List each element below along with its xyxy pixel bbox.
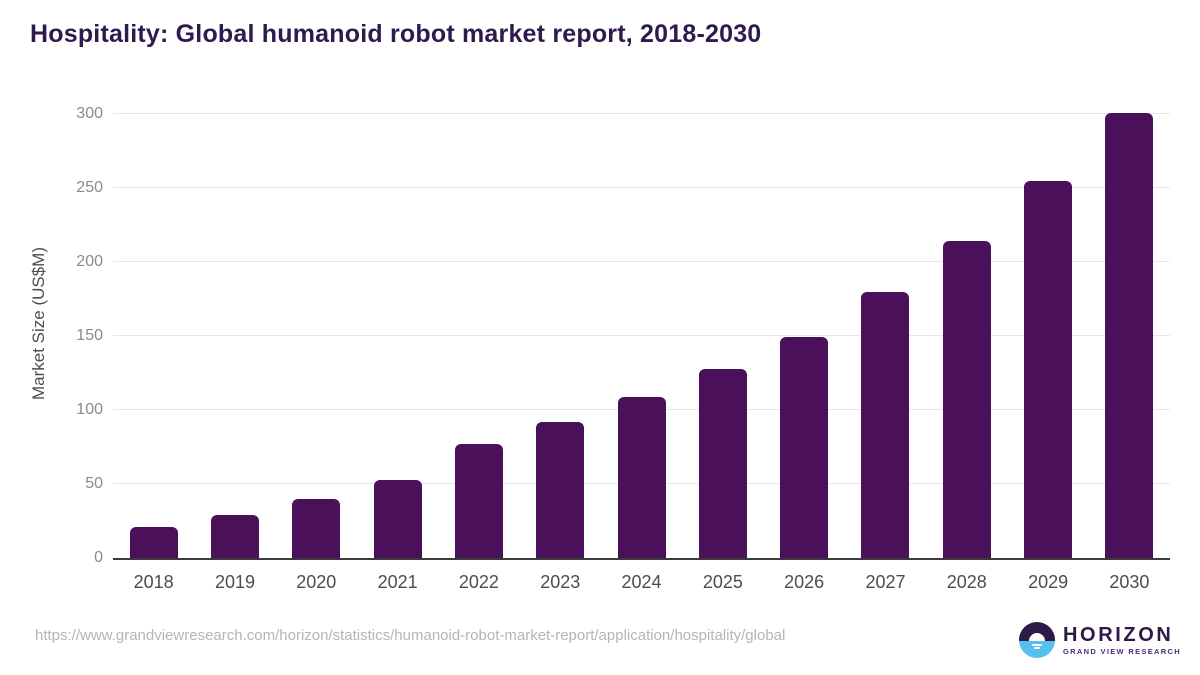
bar-2021 [373, 479, 422, 558]
bar-2023 [536, 421, 585, 558]
x-tick-label: 2026 [784, 572, 825, 592]
bar-2018 [129, 526, 178, 558]
reflection-line [1032, 643, 1042, 646]
y-tick-label: 100 [76, 401, 103, 418]
bar-2024 [617, 396, 666, 558]
bar-2030 [1105, 112, 1154, 558]
bar-slot [845, 90, 926, 558]
y-axis-title: Market Size (US$M) [28, 90, 50, 558]
bar-slot [1007, 90, 1088, 558]
bar-slot [601, 90, 682, 558]
y-tick-label: 0 [94, 549, 103, 566]
x-axis-labels: 2018 2019 2020 2021 2022 2023 2024 2025 2026 2027… [113, 572, 1170, 593]
x-tick-label: 2028 [946, 572, 987, 592]
bar-slot [276, 90, 357, 558]
bar-2025 [698, 368, 747, 558]
sunrise-horizon-icon [1019, 622, 1055, 658]
sun-glyph [1029, 633, 1045, 641]
bar-slot [113, 90, 194, 558]
bar-slot [357, 90, 438, 558]
bar-2022 [454, 444, 503, 558]
x-tick-label: 2024 [621, 572, 662, 592]
bar-slot [1089, 90, 1170, 558]
bar-series [113, 90, 1170, 558]
y-tick-label: 50 [85, 475, 103, 492]
y-tick-label: 250 [76, 179, 103, 196]
x-tick-label: 2023 [540, 572, 581, 592]
x-tick-label: 2030 [1109, 572, 1150, 592]
bar-slot [194, 90, 275, 558]
logo-text: HORIZON GRAND VIEW RESEARCH [1063, 625, 1181, 656]
logo-subtitle: GRAND VIEW RESEARCH [1063, 646, 1182, 656]
bar-slot [682, 90, 763, 558]
x-tick-label: 2021 [377, 572, 418, 592]
x-tick-label: 2019 [214, 572, 255, 592]
x-tick-label: 2025 [702, 572, 743, 592]
y-tick-label: 150 [76, 327, 103, 344]
bar-slot [764, 90, 845, 558]
page-title: Hospitality: Global humanoid robot marke… [30, 20, 762, 48]
x-tick-label: 2022 [458, 572, 499, 592]
plot-area: 0 50 100 150 200 250 300 [76, 90, 1170, 566]
gridline [113, 187, 1170, 188]
logo-name: HORIZON [1063, 623, 1174, 646]
y-tick-label: 300 [76, 105, 103, 122]
y-axis-title-text: Market Size (US$M) [29, 247, 48, 401]
reflection-line [1034, 647, 1040, 649]
bar-slot [926, 90, 1007, 558]
gridline [113, 113, 1170, 114]
bar-2026 [780, 337, 829, 558]
bar-2020 [292, 498, 341, 558]
x-tick-label: 2029 [1028, 572, 1069, 592]
x-tick-label: 2020 [296, 572, 337, 592]
y-tick-label: 200 [76, 253, 103, 270]
bar-2028 [942, 241, 991, 558]
bar-2027 [861, 291, 910, 558]
bar-slot [520, 90, 601, 558]
bar-2029 [1024, 180, 1073, 558]
gridline [113, 261, 1170, 262]
bar-slot [438, 90, 519, 558]
horizon-logo: HORIZON GRAND VIEW RESEARCH [1019, 621, 1181, 659]
bar-2019 [210, 515, 259, 558]
x-tick-label: 2027 [865, 572, 906, 592]
source-url: https://www.grandviewresearch.com/horizo… [35, 627, 786, 644]
x-tick-label: 2018 [133, 572, 174, 592]
gridline [113, 335, 1170, 336]
